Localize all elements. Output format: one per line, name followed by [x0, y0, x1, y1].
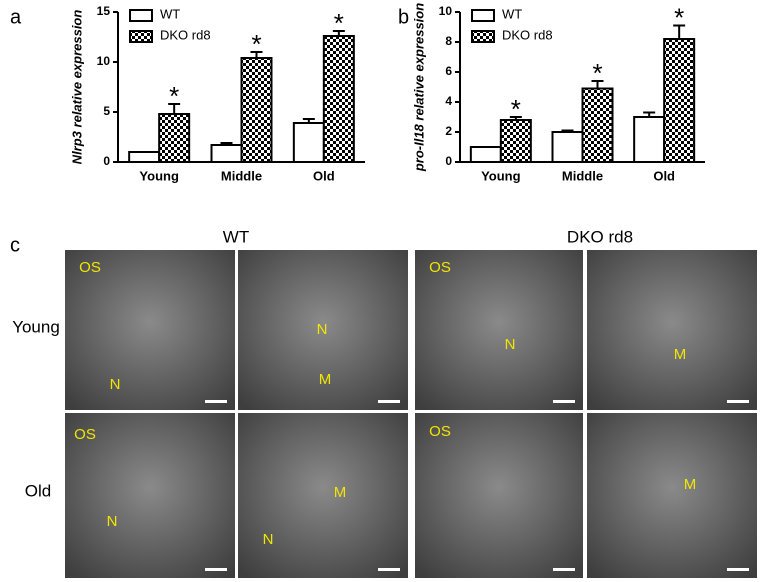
y-tick-label: 10 — [97, 54, 111, 68]
legend-label: WT — [160, 6, 180, 21]
bar — [292, 122, 325, 163]
image-label: OS — [429, 423, 451, 440]
bar — [322, 35, 355, 163]
image-label: M — [674, 346, 687, 363]
significance-mark: * — [169, 81, 179, 111]
micrograph — [415, 250, 583, 410]
legend-swatch — [471, 9, 495, 22]
bar — [551, 131, 584, 163]
micrograph — [238, 250, 408, 410]
legend-swatch — [129, 9, 153, 22]
panel-label: b — [398, 6, 409, 28]
image-label: N — [110, 376, 121, 393]
bar — [240, 57, 273, 163]
error-bar — [509, 116, 522, 120]
bar — [633, 116, 666, 163]
image-label: N — [505, 336, 516, 353]
error-bar — [250, 51, 263, 58]
error-bar — [561, 129, 574, 132]
legend-label: WT — [502, 6, 522, 21]
scale-bar — [553, 568, 575, 571]
image-label: M — [684, 476, 697, 493]
micrograph — [65, 413, 235, 578]
scale-bar — [553, 400, 575, 403]
micrograph — [65, 250, 235, 410]
image-label: N — [263, 531, 274, 548]
y-tick-label: 0 — [445, 154, 452, 168]
y-tick-label: 2 — [445, 124, 452, 138]
legend-swatch — [471, 30, 495, 43]
y-axis-label: pro-Il18 relative expression — [411, 3, 426, 172]
x-tick-label: Middle — [221, 168, 262, 183]
error-bar — [673, 24, 686, 39]
legend-label: DKO rd8 — [160, 27, 211, 42]
x-tick-label: Young — [139, 168, 179, 183]
scale-bar — [727, 400, 749, 403]
image-label: OS — [429, 259, 451, 276]
row-title: Old — [25, 481, 51, 500]
legend-swatch — [129, 30, 153, 43]
micrograph — [587, 250, 757, 410]
y-tick-label: 10 — [439, 4, 453, 18]
image-label: OS — [79, 259, 101, 276]
significance-mark: * — [674, 2, 684, 32]
scale-bar — [378, 568, 400, 571]
row-title: Young — [12, 317, 60, 336]
column-title: WT — [223, 227, 249, 246]
y-tick-label: 8 — [445, 34, 452, 48]
error-bar — [591, 80, 604, 89]
scale-bar — [205, 568, 227, 571]
bar — [663, 38, 696, 163]
y-tick-label: 6 — [445, 64, 452, 78]
y-tick-label: 4 — [445, 94, 452, 108]
image-label: M — [319, 371, 332, 388]
bar — [499, 119, 532, 163]
significance-mark: * — [592, 58, 602, 88]
scale-bar — [378, 400, 400, 403]
y-tick-label: 15 — [97, 4, 111, 18]
y-tick-label: 0 — [103, 154, 110, 168]
panel-label: a — [10, 6, 22, 28]
panel-label: c — [10, 234, 20, 256]
error-bar — [220, 142, 233, 145]
image-label: N — [107, 513, 118, 530]
image-label: OS — [74, 426, 96, 443]
error-bar — [168, 103, 181, 114]
micrograph — [238, 413, 408, 578]
significance-mark: * — [251, 29, 261, 59]
scale-bar — [727, 568, 749, 571]
significance-mark: * — [511, 94, 521, 124]
micrograph — [415, 413, 583, 578]
bar — [128, 151, 161, 163]
image-label: M — [334, 484, 347, 501]
x-tick-label: Old — [653, 168, 675, 183]
bar — [158, 113, 191, 163]
micrograph — [587, 413, 757, 578]
bar — [581, 87, 614, 163]
x-tick-label: Old — [313, 168, 335, 183]
scale-bar — [205, 400, 227, 403]
bar — [210, 144, 243, 163]
x-tick-label: Young — [481, 168, 521, 183]
error-bar — [302, 118, 315, 123]
error-bar — [332, 30, 345, 36]
y-axis-label: Nlrp3 relative expression — [69, 10, 84, 165]
bar — [469, 146, 502, 163]
image-label: N — [317, 321, 328, 338]
column-title: DKO rd8 — [567, 227, 633, 246]
legend-label: DKO rd8 — [502, 27, 553, 42]
error-bar — [643, 111, 656, 117]
significance-mark: * — [334, 8, 344, 38]
y-tick-label: 5 — [103, 104, 110, 118]
x-tick-label: Middle — [562, 168, 603, 183]
